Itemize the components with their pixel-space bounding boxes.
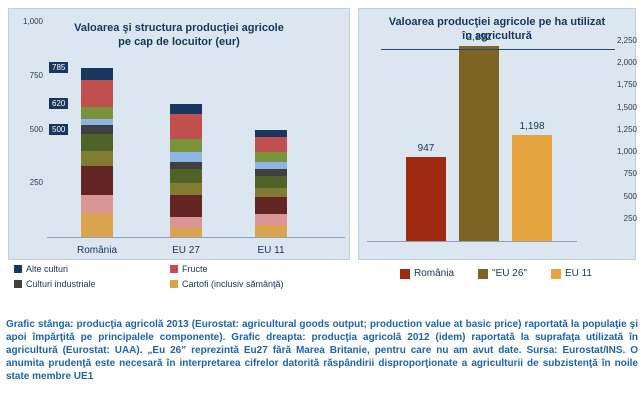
left-legend: Alte culturi Fructe Culturi industriale Car…: [14, 264, 284, 289]
stack-segment: [255, 225, 287, 237]
stack-segment: [81, 68, 113, 81]
y-axis-tick-label: 2,250: [616, 36, 637, 45]
y-axis-tick-label: 750: [29, 70, 43, 80]
stack-segment: [81, 213, 113, 237]
legend-item: "EU 26": [478, 268, 527, 279]
y-axis-tick-label: 250: [623, 213, 637, 223]
y-axis-tick-label: 1,500: [616, 102, 637, 112]
stack-segment: [170, 103, 202, 115]
legend-swatch: [14, 280, 22, 288]
stack-segment: [255, 175, 287, 188]
legend-item: România: [400, 268, 454, 279]
stack-segment: [81, 195, 113, 214]
value-bar: [459, 46, 499, 241]
x-category-label: EU 11: [257, 245, 285, 256]
legend-swatch: [478, 268, 489, 279]
stack-segment: [255, 137, 287, 153]
stack-segment: [170, 216, 202, 229]
left-chart-panel: 1,000 750 500 250 785 România 620 EU 27 500 EU 11…: [8, 8, 350, 260]
stack-segment: [255, 187, 287, 198]
y-axis-tick-label: 2,000: [616, 58, 637, 68]
bar-value-label: 1,198: [519, 120, 545, 132]
right-plot: 2,250 2,000 1,750 1,500 1,250 1,000 750 500 250 9…: [367, 9, 637, 242]
stack-segment: [255, 152, 287, 162]
bar-total-label: 785: [49, 62, 69, 74]
legend-swatch: [14, 265, 22, 273]
stack-segment: [255, 197, 287, 215]
legend-item: EU 11: [550, 268, 592, 279]
title-underline: [381, 49, 615, 50]
y-axis-tick-label: 1,000: [22, 17, 43, 26]
bar-total-label: 620: [49, 97, 69, 109]
footnote-text: Grafic stânga: producţia agricolă 2013 (…: [6, 319, 638, 382]
y-axis-tick-label: 250: [29, 178, 43, 188]
stack-segment: [255, 214, 287, 226]
stack-segment: [81, 133, 113, 151]
stack-segment: [81, 166, 113, 196]
bar-value-label: 2,192: [466, 32, 492, 44]
right-chart-panel: 2,250 2,000 1,750 1,500 1,250 1,000 750 500 250 9…: [358, 8, 637, 260]
x-category-label: EU 27: [172, 245, 200, 256]
stack-segment: [170, 152, 202, 162]
stack-segment: [81, 151, 113, 167]
stack-segment: [81, 80, 113, 107]
legend-label: Fructe: [182, 264, 208, 274]
y-axis-tick-label: 1,750: [616, 80, 637, 90]
bar-total-label: 500: [49, 123, 69, 135]
legend-label: Cartofi (inclusiv sămânţă): [182, 279, 284, 289]
legend-label: EU 11: [564, 268, 592, 279]
value-bar: [406, 156, 446, 241]
value-bar: [512, 134, 552, 241]
stack-segment: [255, 161, 287, 170]
legend-item: Alte culturi: [14, 264, 164, 274]
legend-label: "EU 26": [492, 268, 527, 279]
y-axis-tick-label: 500: [623, 191, 637, 201]
legend-item: Culturi industriale: [14, 279, 164, 289]
y-axis-tick-label: 1,000: [616, 147, 637, 157]
legend-swatch: [170, 280, 178, 288]
legend-label: România: [414, 268, 455, 279]
stack-segment: [81, 125, 113, 134]
right-legend: România "EU 26" EU 11: [400, 268, 592, 279]
stack-segment: [170, 169, 202, 184]
legend-swatch: [400, 268, 410, 279]
legend-swatch: [170, 265, 178, 273]
stack-segment: [81, 118, 113, 126]
legend-label: Culturi industriale: [26, 279, 96, 289]
stack-segment: [170, 161, 202, 170]
stack-segment: [170, 228, 202, 237]
stack-segment: [81, 106, 113, 119]
stack-segment: [170, 183, 202, 196]
legend-label: Alte culturi: [26, 264, 69, 274]
y-axis-tick-label: 1,250: [616, 124, 637, 134]
legend-swatch: [550, 268, 561, 279]
y-axis-tick-label: 750: [623, 169, 637, 179]
stack-segment: [255, 129, 287, 138]
stack-segment: [170, 195, 202, 217]
stack-segment: [255, 169, 287, 176]
x-category-label: România: [76, 245, 118, 256]
stack-segment: [170, 139, 202, 153]
bar-value-label: 947: [417, 142, 435, 154]
stack-segment: [170, 114, 202, 140]
legend-item: Cartofi (inclusiv sămânţă): [170, 279, 284, 289]
legend-item: Fructe: [170, 264, 284, 274]
y-axis-tick-label: 500: [29, 124, 43, 134]
left-plot: 1,000 750 500 250 785 România 620 EU 27 500 EU 11: [23, 9, 345, 256]
